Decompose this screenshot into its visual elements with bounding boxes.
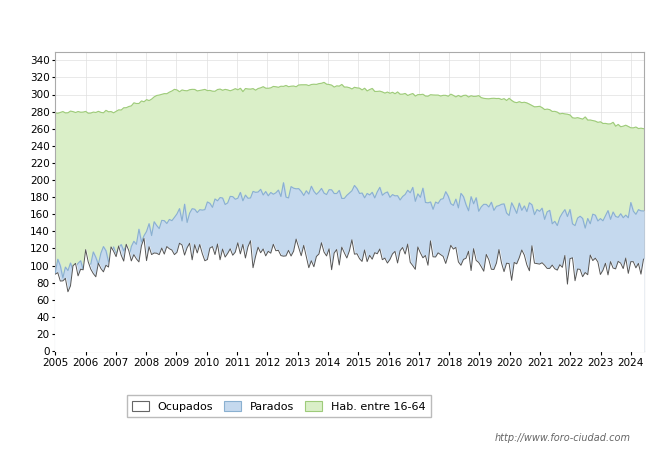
Text: La Granjuela - Evolucion de la poblacion en edad de Trabajar Mayo de 2024: La Granjuela - Evolucion de la poblacion… [83,17,567,30]
Legend: Ocupados, Parados, Hab. entre 16-64: Ocupados, Parados, Hab. entre 16-64 [127,396,431,417]
Text: http://www.foro-ciudad.com: http://www.foro-ciudad.com [495,433,630,443]
